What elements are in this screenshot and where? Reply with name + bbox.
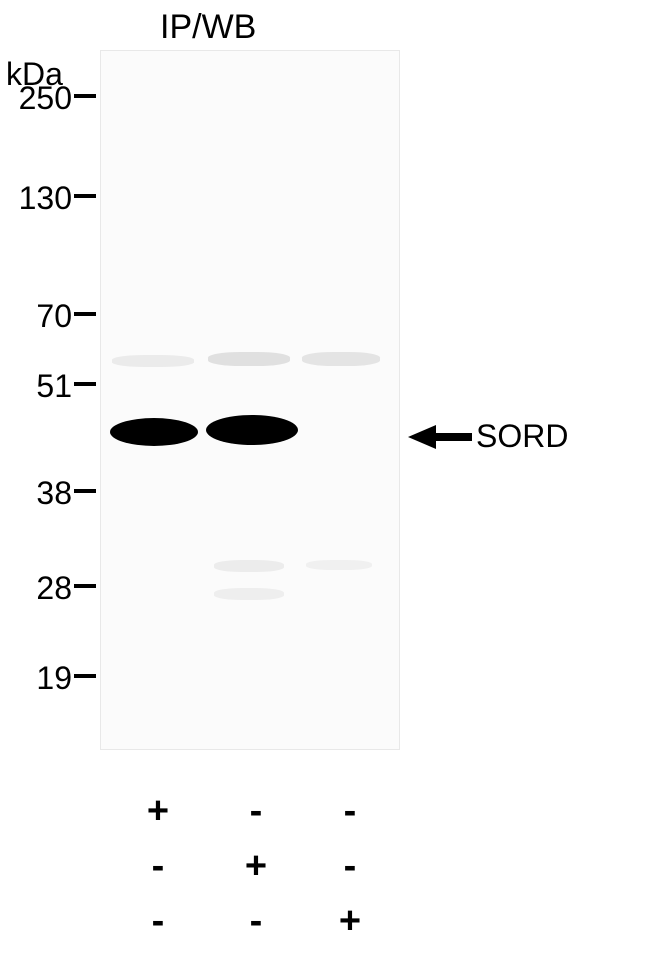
mw-label: 70 [0,298,72,335]
mw-label: 28 [0,570,72,607]
arrow-text: SORD [476,418,568,455]
mw-tick [74,382,96,386]
arrow-shaft [436,433,472,441]
condition-marker: - [138,845,178,888]
condition-marker: + [138,790,178,833]
mw-label: 38 [0,475,72,512]
condition-marker: - [138,900,178,943]
faint-band [214,560,284,572]
faint-band [214,588,284,600]
blot-membrane [100,50,400,750]
faint-band [306,560,372,570]
faint-band [302,352,380,366]
mw-tick [74,584,96,588]
mw-label: 51 [0,368,72,405]
mw-tick [74,194,96,198]
condition-marker: + [236,845,276,888]
mw-tick [74,94,96,98]
mw-tick [74,312,96,316]
condition-marker: - [330,790,370,833]
mw-tick [74,674,96,678]
faint-band [208,352,290,366]
sord-arrow-label: SORD [408,418,568,455]
protein-band [110,418,198,446]
mw-label: 250 [0,80,72,117]
mw-label: 19 [0,660,72,697]
faint-band [112,355,194,367]
condition-marker: - [236,900,276,943]
mw-label: 130 [0,180,72,217]
protein-band [206,415,298,445]
condition-marker: - [236,790,276,833]
condition-marker: - [330,845,370,888]
figure-title: IP/WB [160,8,256,47]
condition-marker: + [330,900,370,943]
arrow-head-icon [408,425,436,449]
mw-tick [74,489,96,493]
